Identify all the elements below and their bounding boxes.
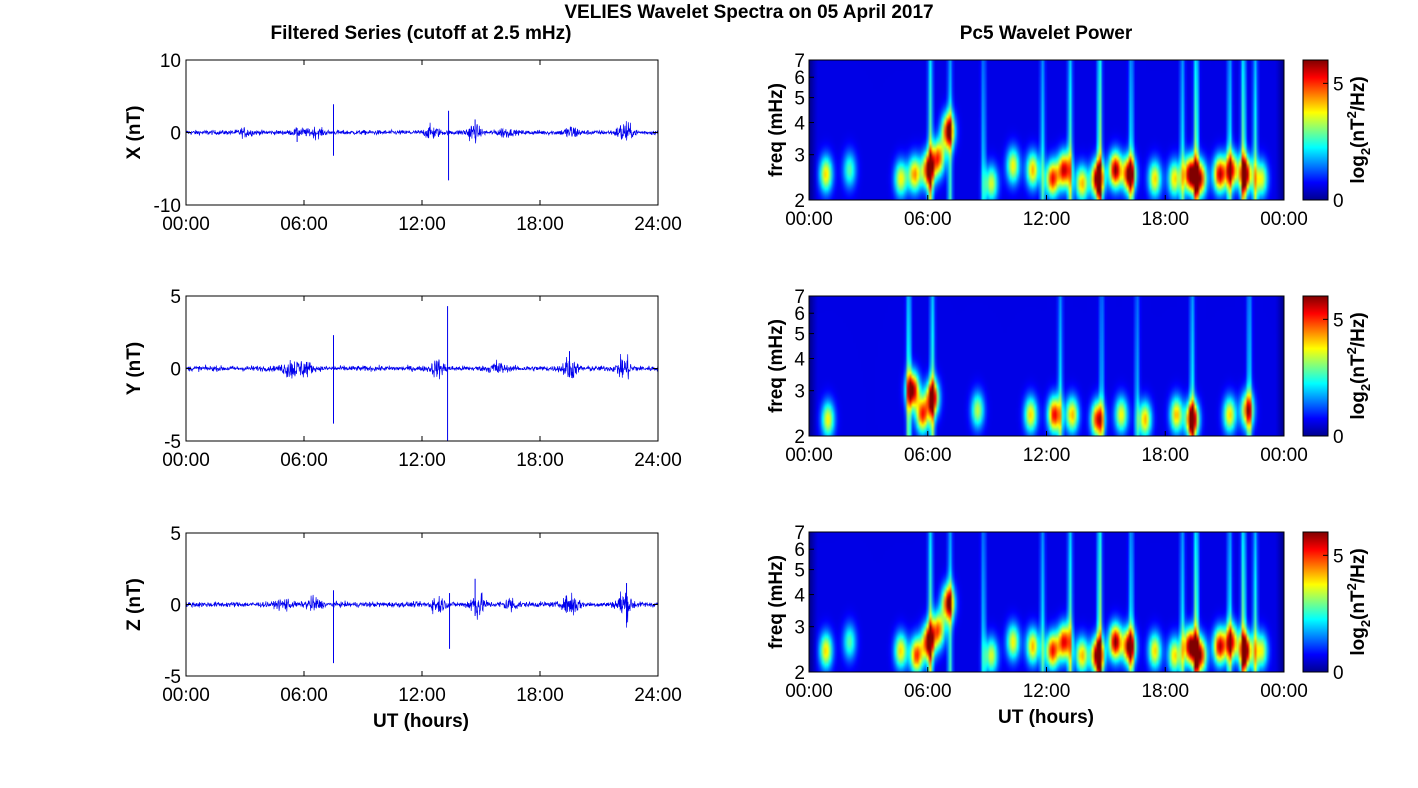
freq-tick-label: 3 xyxy=(794,382,805,403)
colorbar-tick-label: 5 xyxy=(1333,310,1344,331)
wavelet-power-image xyxy=(809,60,1284,200)
x-tick-label: 00:00 xyxy=(1260,445,1308,466)
x-tick-label: 18:00 xyxy=(1141,209,1189,230)
series-trace-x xyxy=(185,121,659,144)
x-tick-label: 06:00 xyxy=(280,214,328,235)
x-tick-label: 18:00 xyxy=(1141,445,1189,466)
colorbar-label: log2(nT2/Hz) xyxy=(1344,548,1373,655)
colorbar xyxy=(1302,531,1329,673)
figure-title: VELIES Wavelet Spectra on 05 April 2017 xyxy=(564,2,933,23)
freq-tick-label: 6 xyxy=(794,68,805,89)
series-trace-y xyxy=(185,353,659,380)
x-tick-label: 12:00 xyxy=(398,214,446,235)
colorbar-tick-label: 0 xyxy=(1333,663,1344,684)
y-axis-label: Y (nT) xyxy=(124,342,145,395)
freq-tick-label: 3 xyxy=(794,146,805,167)
x-tick-label: 18:00 xyxy=(516,214,564,235)
x-tick-label: 12:00 xyxy=(398,685,446,706)
colorbar-tick-label: 0 xyxy=(1333,427,1344,448)
freq-tick-label: 6 xyxy=(794,540,805,561)
freq-axis-label: freq (mHz) xyxy=(766,83,787,177)
freq-tick-label: 3 xyxy=(794,618,805,639)
freq-tick-label: 4 xyxy=(794,114,805,135)
freq-tick-label: 6 xyxy=(794,304,805,325)
x-tick-label: 00:00 xyxy=(162,450,210,471)
freq-tick-label: 5 xyxy=(794,89,805,110)
x-tick-label: 00:00 xyxy=(785,445,833,466)
freq-tick-label: 5 xyxy=(794,561,805,582)
colorbar-tick-label: 0 xyxy=(1333,191,1344,212)
x-tick-label: 24:00 xyxy=(634,450,682,471)
x-tick-label: 00:00 xyxy=(162,214,210,235)
x-tick-label: 12:00 xyxy=(1023,681,1071,702)
x-tick-label: 06:00 xyxy=(280,685,328,706)
x-tick-label: 12:00 xyxy=(1023,445,1071,466)
y-axis-label: X (nT) xyxy=(124,106,145,160)
x-tick-label: 18:00 xyxy=(516,450,564,471)
y-tick-label: 0 xyxy=(170,124,181,145)
colorbar-tick-label: 5 xyxy=(1333,546,1344,567)
right-x-axis-label: UT (hours) xyxy=(998,707,1094,728)
y-tick-label: -10 xyxy=(154,196,181,217)
freq-tick-label: 2 xyxy=(794,191,805,212)
x-tick-label: 06:00 xyxy=(280,450,328,471)
y-tick-label: -5 xyxy=(164,432,181,453)
freq-tick-label: 2 xyxy=(794,427,805,448)
colorbar-label: log2(nT2/Hz) xyxy=(1344,312,1373,419)
left-column-title: Filtered Series (cutoff at 2.5 mHz) xyxy=(271,23,572,44)
series-panel-y: 5 0 -500:00 06:00 12:00 18:00 24:00 Y (nT) xyxy=(124,287,682,471)
x-tick-label: 18:00 xyxy=(1141,681,1189,702)
freq-tick-label: 2 xyxy=(794,663,805,684)
x-tick-label: 00:00 xyxy=(785,681,833,702)
freq-tick-label: 5 xyxy=(794,325,805,346)
x-tick-label: 12:00 xyxy=(1023,209,1071,230)
x-tick-label: 06:00 xyxy=(904,681,952,702)
freq-tick-label: 7 xyxy=(794,287,805,308)
y-tick-label: 5 xyxy=(170,524,181,545)
x-tick-label: 00:00 xyxy=(162,685,210,706)
x-tick-label: 06:00 xyxy=(904,209,952,230)
y-tick-label: 5 xyxy=(170,287,181,308)
right-column-title: Pc5 Wavelet Power xyxy=(960,23,1133,44)
colorbar xyxy=(1302,59,1329,201)
freq-axis-label: freq (mHz) xyxy=(766,555,787,649)
freq-tick-label: 7 xyxy=(794,523,805,544)
left-x-axis-label: UT (hours) xyxy=(373,711,469,732)
y-tick-label: -5 xyxy=(164,667,181,688)
freq-tick-label: 7 xyxy=(794,51,805,72)
x-tick-label: 00:00 xyxy=(1260,209,1308,230)
freq-tick-label: 4 xyxy=(794,350,805,371)
wavelet-power-image xyxy=(809,532,1284,672)
y-tick-label: 10 xyxy=(160,51,181,72)
colorbar-label: log2(nT2/Hz) xyxy=(1344,76,1373,183)
y-tick-label: 0 xyxy=(170,360,181,381)
y-axis-label: Z (nT) xyxy=(124,578,145,631)
series-trace-z xyxy=(185,591,659,628)
x-tick-label: 24:00 xyxy=(634,214,682,235)
x-tick-label: 06:00 xyxy=(904,445,952,466)
y-tick-label: 0 xyxy=(170,596,181,617)
freq-tick-label: 4 xyxy=(794,586,805,607)
freq-axis-label: freq (mHz) xyxy=(766,319,787,413)
series-panel-z: 5 0 -500:00 06:00 12:00 18:00 24:00 Z (nT) xyxy=(124,524,682,706)
x-tick-label: 18:00 xyxy=(516,685,564,706)
wavelet-power-image xyxy=(809,296,1284,436)
x-tick-label: 00:00 xyxy=(785,209,833,230)
x-tick-label: 24:00 xyxy=(634,685,682,706)
colorbar xyxy=(1302,295,1329,437)
x-tick-label: 00:00 xyxy=(1260,681,1308,702)
colorbar-tick-label: 5 xyxy=(1333,74,1344,95)
x-tick-label: 12:00 xyxy=(398,450,446,471)
